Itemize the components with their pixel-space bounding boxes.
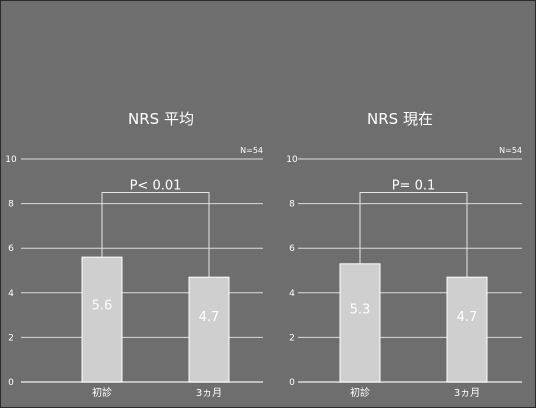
y-tick-label: 8 — [8, 200, 14, 210]
bar-value-label: 5.3 — [350, 302, 371, 317]
y-tick-label: 10 — [5, 155, 17, 165]
sample-size-label: N=54 — [240, 146, 263, 155]
y-tick-label: 6 — [289, 244, 295, 254]
bar — [81, 256, 123, 383]
p-value-label: P< 0.01 — [130, 178, 182, 193]
bar — [188, 276, 230, 383]
bar — [339, 263, 381, 383]
y-tick-label: 0 — [289, 378, 295, 388]
bar-value-label: 4.7 — [199, 310, 220, 325]
category-label: 初診 — [92, 386, 112, 399]
p-value-label: P= 0.1 — [392, 178, 436, 193]
y-tick-label: 4 — [289, 289, 295, 299]
y-tick-label: 4 — [8, 289, 14, 299]
chart-title: NRS 平均 — [128, 110, 194, 128]
y-tick-label: 2 — [289, 333, 295, 343]
bar-value-label: 4.7 — [457, 310, 478, 325]
y-tick-label: 6 — [8, 244, 14, 254]
bar — [446, 276, 488, 383]
bar-value-label: 5.6 — [92, 299, 113, 314]
significance-bracket — [101, 191, 210, 278]
category-label: 3ヵ月 — [454, 387, 480, 399]
sample-size-label: N=54 — [499, 146, 522, 155]
significance-bracket — [359, 191, 468, 278]
category-label: 初診 — [350, 386, 370, 399]
y-tick-label: 8 — [289, 200, 295, 210]
chart-title: NRS 現在 — [367, 110, 433, 128]
category-label: 3ヵ月 — [196, 387, 222, 399]
y-tick-label: 0 — [8, 378, 14, 388]
y-tick-label: 10 — [286, 155, 298, 165]
y-tick-label: 2 — [8, 333, 14, 343]
